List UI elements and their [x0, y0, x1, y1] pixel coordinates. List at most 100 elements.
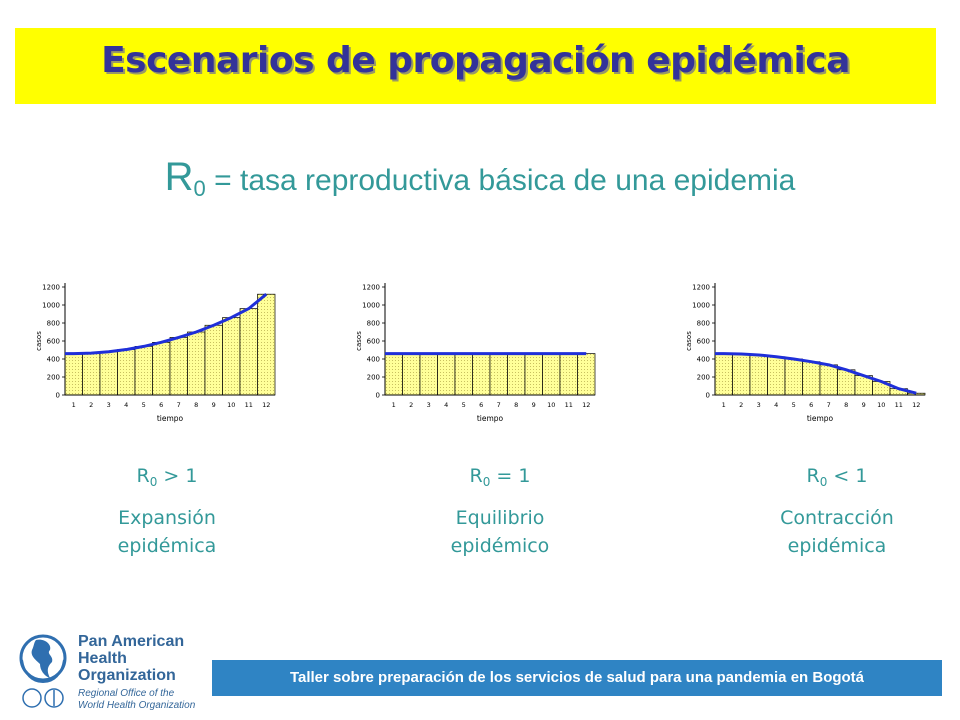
y-tick-label: 1000 [42, 302, 60, 310]
x-tick-label: 6 [159, 401, 163, 409]
y-axis-label: casos [685, 331, 693, 351]
x-tick-label: 4 [444, 401, 448, 409]
bar [489, 353, 508, 396]
logo-line2: Health [78, 650, 127, 667]
bar [732, 353, 751, 396]
y-tick-label: 400 [367, 356, 380, 364]
x-tick-label: 11 [895, 401, 903, 409]
y-tick-label: 600 [367, 338, 380, 346]
bar [82, 352, 101, 396]
x-tick-label: 5 [462, 401, 466, 409]
x-tick-label: 12 [912, 401, 920, 409]
x-tick-label: 4 [774, 401, 778, 409]
trend-line [715, 352, 917, 395]
x-tick-label: 2 [89, 401, 93, 409]
x-tick-label: 6 [479, 401, 483, 409]
x-tick-label: 9 [212, 401, 216, 409]
y-tick-label: 600 [47, 338, 60, 346]
bar [714, 353, 733, 396]
x-tick-label: 10 [227, 401, 235, 409]
bar [559, 353, 578, 396]
bar [524, 353, 543, 396]
y-tick-label: 800 [47, 320, 60, 328]
x-tick-label: 7 [827, 401, 831, 409]
y-tick-label: 0 [56, 392, 60, 400]
bar [507, 353, 526, 396]
bar [222, 317, 241, 396]
bar [402, 353, 421, 396]
x-tick-label: 2 [409, 401, 413, 409]
x-tick-label: 11 [565, 401, 573, 409]
logo-sub1: Regional Office of the [78, 688, 175, 699]
bar [239, 308, 258, 396]
y-tick-label: 1000 [362, 302, 380, 310]
x-tick-label: 6 [809, 401, 813, 409]
bar [117, 349, 136, 396]
x-tick-label: 11 [245, 401, 253, 409]
bar [187, 331, 206, 396]
y-tick-label: 1200 [362, 284, 380, 292]
footer-banner: Taller sobre preparación de los servicio… [212, 660, 942, 696]
x-tick-label: 10 [547, 401, 555, 409]
caption-equilibrio: R0 = 1 Equilibrio epidémico [400, 462, 600, 560]
x-tick-label: 5 [792, 401, 796, 409]
y-tick-label: 1200 [692, 284, 710, 292]
x-tick-label: 1 [72, 401, 76, 409]
x-tick-label: 7 [497, 401, 501, 409]
x-tick-label: 1 [392, 401, 396, 409]
trend-line [65, 293, 268, 356]
bar [204, 324, 223, 396]
y-axis-label: casos [35, 331, 43, 351]
y-tick-label: 400 [47, 356, 60, 364]
x-tick-label: 8 [844, 401, 848, 409]
x-axis-label: tiempo [477, 414, 504, 423]
y-tick-label: 600 [697, 338, 710, 346]
bar [577, 353, 596, 396]
caption-line2: epidémica [787, 535, 887, 557]
caption-line2: epidémico [450, 535, 550, 557]
x-tick-label: 12 [262, 401, 270, 409]
caption-line2: epidémica [117, 535, 217, 557]
logo-subtext: Regional Office of the World Health Orga… [78, 688, 195, 712]
laurel-icon [21, 659, 65, 684]
caption-r-label: R0 = 1 [469, 465, 531, 489]
y-tick-label: 200 [697, 374, 710, 382]
caption-line1: Equilibrio [455, 507, 545, 529]
bar [802, 361, 821, 396]
bar [152, 341, 171, 396]
bar [767, 356, 786, 396]
bar [134, 346, 153, 396]
x-tick-label: 8 [514, 401, 518, 409]
caption-expansion: R0 > 1 Expansión epidémica [67, 462, 267, 560]
caption-r-label: R0 > 1 [136, 465, 198, 489]
caption-r-label: R0 < 1 [806, 465, 868, 489]
logo-line3: Organization [78, 667, 176, 684]
bar [749, 354, 768, 396]
y-tick-label: 1200 [42, 284, 60, 292]
caption-contraccion: R0 < 1 Contracción epidémica [737, 462, 937, 560]
y-tick-label: 0 [376, 392, 380, 400]
logo-sub2: World Health Organization [78, 700, 196, 711]
bar [99, 351, 118, 396]
y-axis-label: casos [355, 331, 363, 351]
logo-text: Pan American Health Organization [78, 633, 184, 684]
x-tick-label: 3 [427, 401, 431, 409]
bar [472, 353, 491, 396]
x-tick-label: 8 [194, 401, 198, 409]
un-emblem-icon [22, 688, 42, 708]
x-axis-label: tiempo [807, 414, 834, 423]
page-title: Escenarios de propagación epidémica [101, 40, 850, 81]
subtitle: R0 = tasa reproductiva básica de una epi… [0, 155, 960, 202]
subtitle-r: R [164, 155, 194, 199]
paho-logo [19, 634, 67, 708]
bar [437, 353, 456, 396]
caption-line1: Contracción [780, 507, 894, 529]
x-tick-label: 3 [107, 401, 111, 409]
x-tick-label: 2 [739, 401, 743, 409]
y-tick-label: 800 [697, 320, 710, 328]
y-tick-label: 800 [367, 320, 380, 328]
y-tick-label: 1000 [692, 302, 710, 310]
